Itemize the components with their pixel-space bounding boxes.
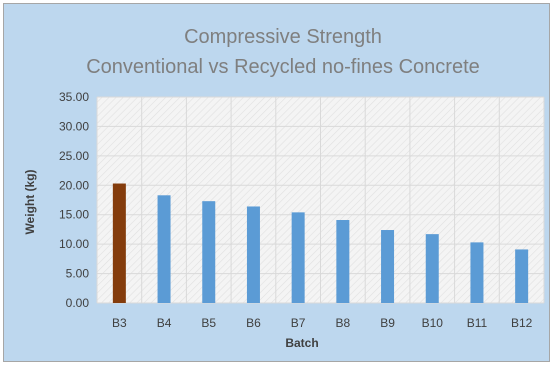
chart-title: Compressive Strength (184, 26, 382, 48)
x-axis-ticks: B3 B4 B5 B6 B7 B8 B9 B10 B11 B12 (112, 316, 533, 330)
x-tick-label: B11 (467, 316, 488, 330)
bar-b10 (425, 234, 439, 303)
x-tick-label: B10 (422, 316, 444, 330)
y-tick-label: 15.00 (59, 208, 89, 222)
bars (112, 183, 529, 303)
bar-b6 (246, 206, 260, 303)
x-tick-label: B12 (511, 316, 533, 330)
x-tick-label: B7 (291, 316, 306, 330)
y-tick-label: 30.00 (59, 119, 89, 133)
x-gridlines (96, 97, 545, 303)
bar-b4 (157, 195, 171, 303)
bar-b8 (336, 220, 350, 303)
chart-subtitle: Conventional vs Recycled no-fines Concre… (86, 56, 480, 78)
x-tick-label: B3 (112, 316, 127, 330)
x-tick-label: B5 (201, 316, 216, 330)
y-tick-label: 20.00 (59, 178, 89, 192)
y-tick-label: 5.00 (66, 267, 90, 281)
x-tick-label: B4 (157, 316, 172, 330)
y-axis-ticks: 0.00 5.00 10.00 15.00 20.00 25.00 30.00 35.00 (59, 90, 89, 310)
y-tick-label: 35.00 (59, 90, 89, 104)
bar-b5 (202, 201, 216, 303)
chart-frame: Compressive Strength Conventional vs Rec… (3, 3, 550, 362)
x-axis-title: Batch (285, 336, 318, 350)
bar-b3 (112, 183, 126, 303)
x-tick-label: B8 (336, 316, 351, 330)
chart-svg: Compressive Strength Conventional vs Rec… (23, 26, 545, 350)
y-axis-title: Weight (kg) (23, 169, 37, 234)
bar-b11 (470, 242, 484, 303)
bar-b7 (291, 212, 305, 303)
y-tick-label: 0.00 (66, 296, 90, 310)
x-tick-label: B9 (380, 316, 395, 330)
y-tick-label: 10.00 (59, 237, 89, 251)
y-tick-label: 25.00 (59, 149, 89, 163)
x-tick-label: B6 (246, 316, 261, 330)
bar-b9 (381, 230, 395, 303)
bar-b12 (515, 249, 529, 303)
